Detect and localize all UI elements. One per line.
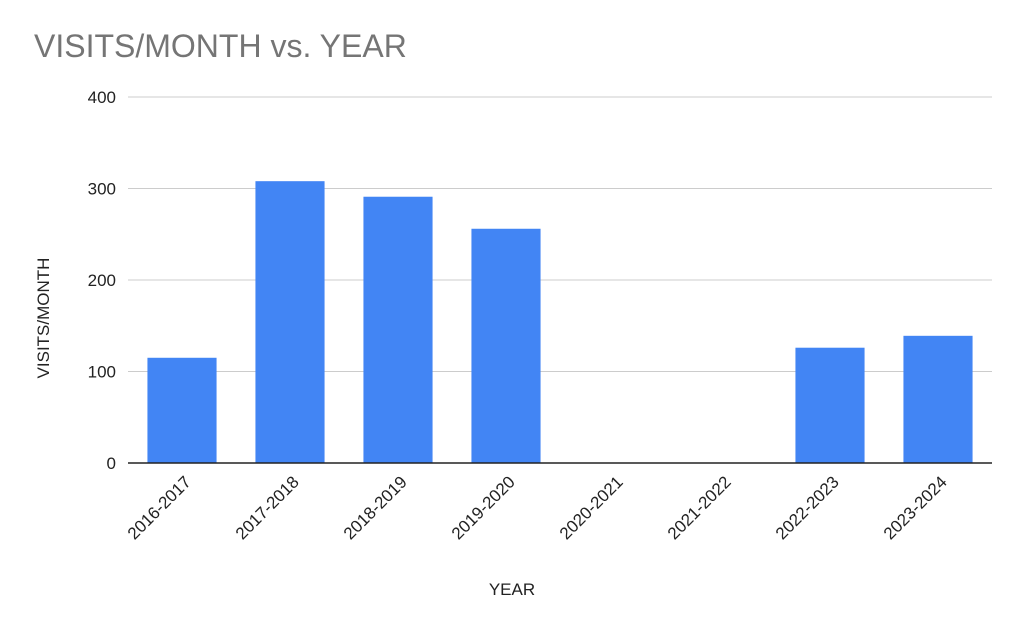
bar-2019-2020 — [471, 228, 541, 463]
y-tick-label: 200 — [88, 271, 116, 290]
y-tick-label: 0 — [107, 454, 116, 473]
y-tick-label: 300 — [88, 180, 116, 199]
x-tick-label: 2021-2022 — [664, 472, 735, 543]
bar-2017-2018 — [255, 181, 325, 463]
y-tick-labels: 0 100 200 300 400 — [88, 88, 116, 473]
y-tick-label: 100 — [88, 363, 116, 382]
bar-2022-2023 — [795, 347, 865, 463]
bar-2023-2024 — [903, 335, 973, 463]
x-tick-label: 2017-2018 — [232, 472, 303, 543]
chart-title: VISITS/MONTH vs. YEAR — [34, 28, 407, 64]
x-tick-labels: 2016-2017 2017-2018 2018-2019 2019-2020 2020… — [124, 472, 951, 543]
bar-2016-2017 — [147, 357, 217, 463]
y-axis-title: VISITS/MONTH — [34, 257, 53, 379]
x-tick-label: 2016-2017 — [124, 472, 195, 543]
x-tick-label: 2018-2019 — [340, 472, 411, 543]
x-axis-title: YEAR — [488, 580, 536, 599]
x-tick-label: 2022-2023 — [772, 472, 843, 543]
x-tick-label: 2023-2024 — [880, 472, 951, 543]
bar-2018-2019 — [363, 196, 433, 464]
bars — [147, 181, 973, 464]
y-tick-label: 400 — [88, 88, 116, 107]
x-tick-label: 2019-2020 — [448, 472, 519, 543]
x-tick-label: 2020-2021 — [556, 472, 627, 543]
